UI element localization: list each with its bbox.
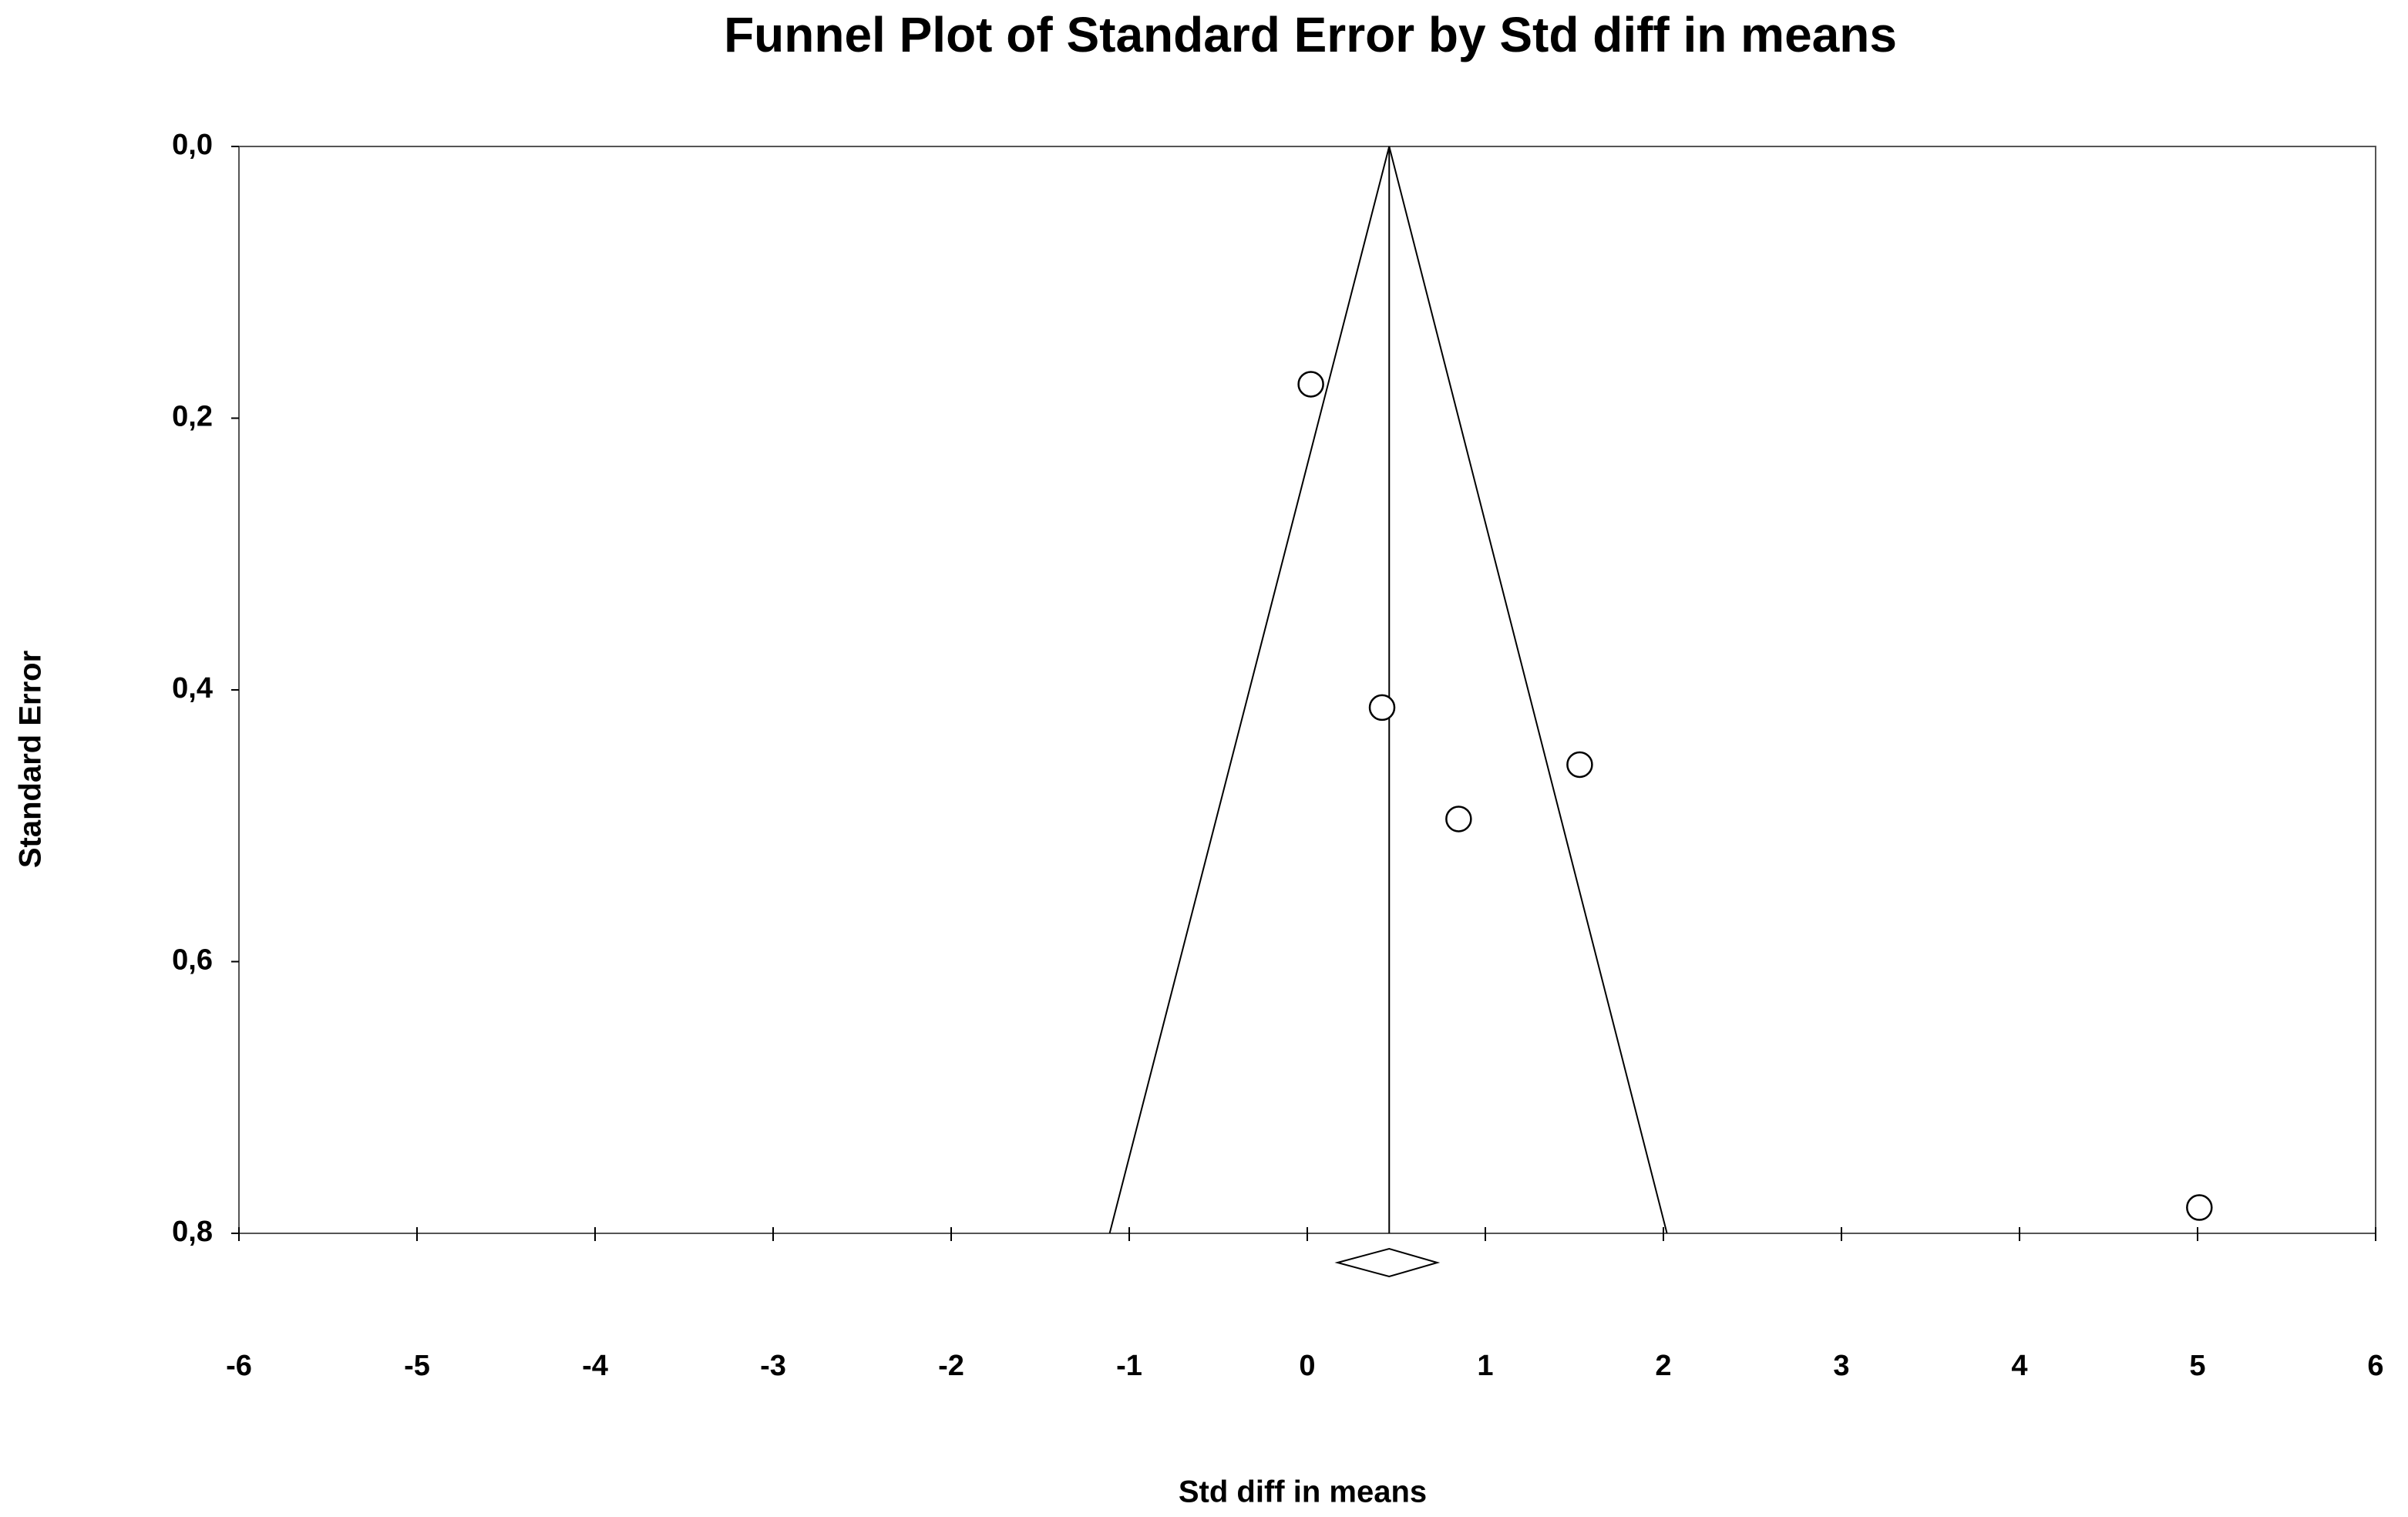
- y-axis-title: Standard Error: [14, 651, 48, 868]
- x-tick-label: -3: [760, 1350, 786, 1382]
- chart-title: Funnel Plot of Standard Error by Std dif…: [724, 7, 1897, 62]
- y-tick-label: 0,0: [172, 129, 213, 161]
- y-tick-label: 0,4: [172, 672, 213, 705]
- plot-frame: [238, 146, 2376, 1234]
- x-tick-label: 1: [1477, 1350, 1493, 1382]
- x-tick-label: 4: [2011, 1350, 2027, 1382]
- summary-diamond: [1334, 1247, 1441, 1278]
- x-tick-label: 2: [1655, 1350, 1671, 1382]
- y-tick-label: 0,8: [172, 1216, 213, 1248]
- study-point: [1368, 694, 1396, 722]
- x-tick-label: 5: [2189, 1350, 2205, 1382]
- x-tick-label: 0: [1299, 1350, 1315, 1382]
- study-point: [1566, 751, 1593, 779]
- x-tick-label: -4: [582, 1350, 608, 1382]
- x-tick-label: 6: [2367, 1350, 2383, 1382]
- x-tick-label: -1: [1116, 1350, 1142, 1382]
- y-tick-label: 0,2: [172, 401, 213, 433]
- funnel-limit: [1108, 146, 1391, 1234]
- x-tick-label: -6: [226, 1350, 252, 1382]
- study-point: [2186, 1194, 2213, 1221]
- x-axis-title: Std diff in means: [1179, 1475, 1427, 1509]
- x-tick-label: -2: [938, 1350, 964, 1382]
- study-point: [1445, 806, 1472, 832]
- x-tick-label: 3: [1833, 1350, 1849, 1382]
- study-point: [1297, 371, 1324, 398]
- x-tick-label: -5: [404, 1350, 430, 1382]
- y-tick-label: 0,6: [172, 944, 213, 977]
- funnel-limit: [1388, 146, 1668, 1234]
